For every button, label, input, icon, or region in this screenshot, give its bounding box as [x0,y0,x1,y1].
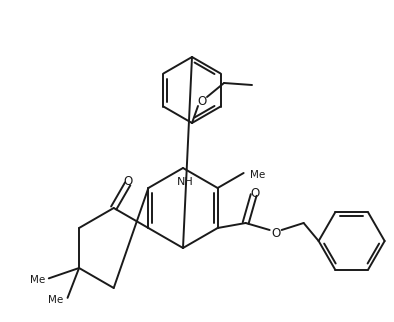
Text: O: O [271,226,280,240]
Text: Me: Me [48,295,63,305]
Text: Me: Me [250,170,265,180]
Text: NH: NH [177,177,193,187]
Text: O: O [197,94,206,108]
Text: O: O [123,175,132,188]
Text: O: O [250,186,259,200]
Text: Me: Me [30,275,45,285]
